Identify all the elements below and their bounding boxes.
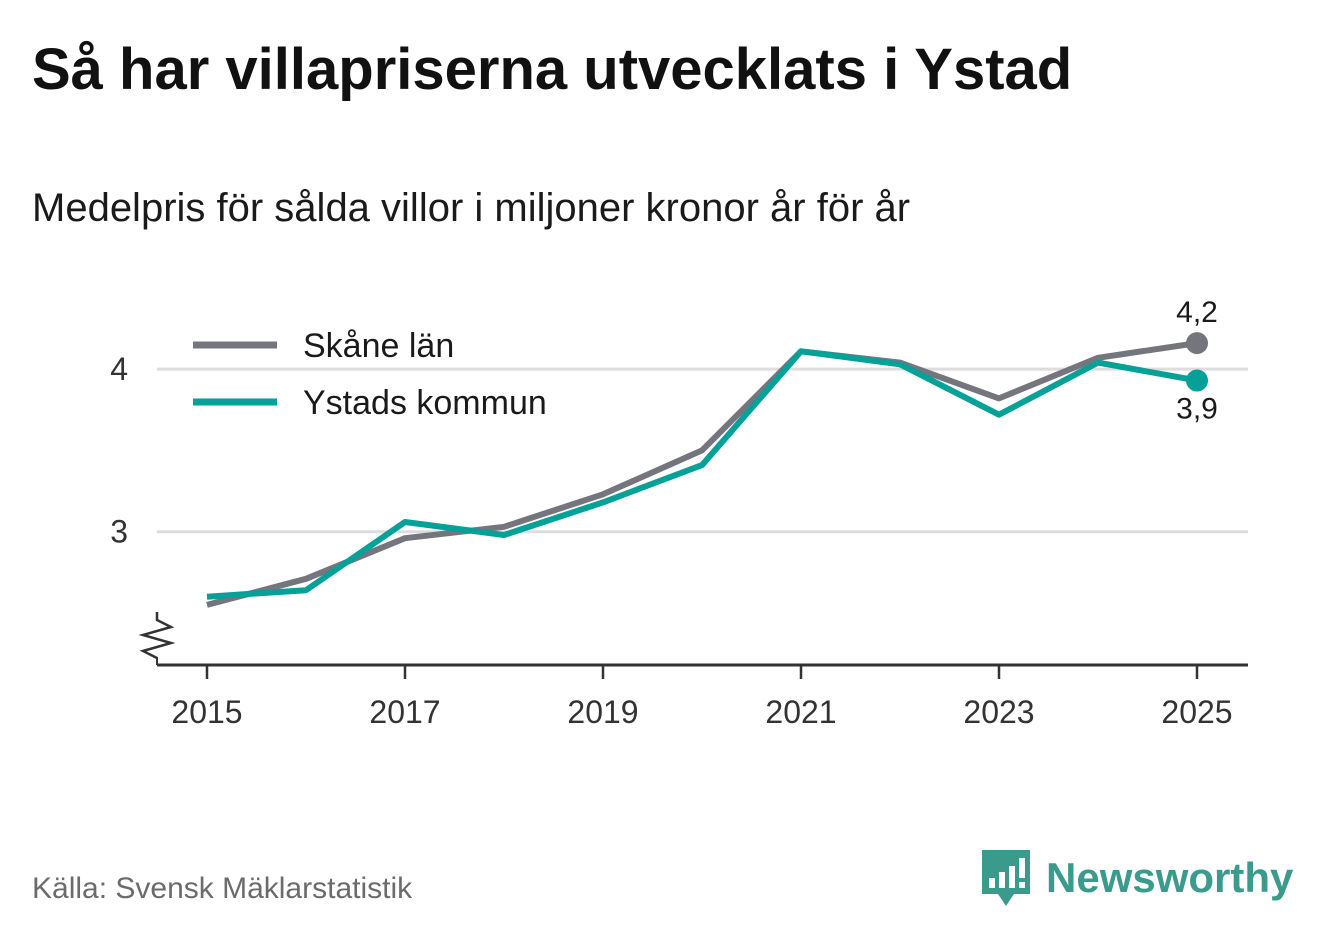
- chart-title: Så har villapriserna utvecklats i Ystad: [32, 37, 1073, 102]
- series: [206, 332, 1208, 608]
- x-tick-label-2021: 2021: [765, 694, 836, 730]
- legend-label-ystad: Ystads kommun: [303, 384, 547, 422]
- brand-logo: Newsworthy: [980, 848, 1293, 908]
- legend-label-skane: Skåne län: [303, 327, 454, 365]
- y-axis-break-icon: [138, 612, 176, 660]
- y-tick-label-3: 3: [110, 514, 128, 550]
- x-tick-label-2023: 2023: [963, 694, 1034, 730]
- end-label-skane: 4,2: [1176, 296, 1218, 329]
- newsworthy-logo-icon: [982, 850, 1030, 906]
- end-point-ystad: [1186, 369, 1208, 392]
- chart-subtitle: Medelpris för sålda villor i miljoner kr…: [32, 186, 911, 230]
- axes: [138, 612, 1248, 667]
- series-line-skane: [206, 340, 1198, 608]
- source-note: Källa: Svensk Mäklarstatistik: [32, 872, 413, 905]
- y-tick-label-4: 4: [110, 351, 128, 387]
- brand-name: Newsworthy: [1046, 854, 1294, 901]
- end-label-ystad: 3,9: [1176, 393, 1218, 426]
- legend: Skåne län Ystads kommun: [182, 321, 602, 424]
- x-tick-label-2015: 2015: [171, 694, 242, 730]
- x-tick-label-2019: 2019: [567, 694, 638, 730]
- x-ticks: 2015 2017 2019 2021 2023 2025: [171, 665, 1233, 730]
- x-tick-label-2017: 2017: [369, 694, 440, 730]
- end-labels: 4,2 3,9: [1176, 296, 1218, 425]
- line-chart: 2015 2017 2019 2021 2023 2025 34 Skåne länYst…: [110, 296, 1248, 730]
- series-line-ystad: [206, 348, 1198, 600]
- x-tick-label-2025: 2025: [1161, 694, 1232, 730]
- end-point-skane: [1186, 332, 1208, 355]
- y-ticks: 34: [110, 351, 128, 550]
